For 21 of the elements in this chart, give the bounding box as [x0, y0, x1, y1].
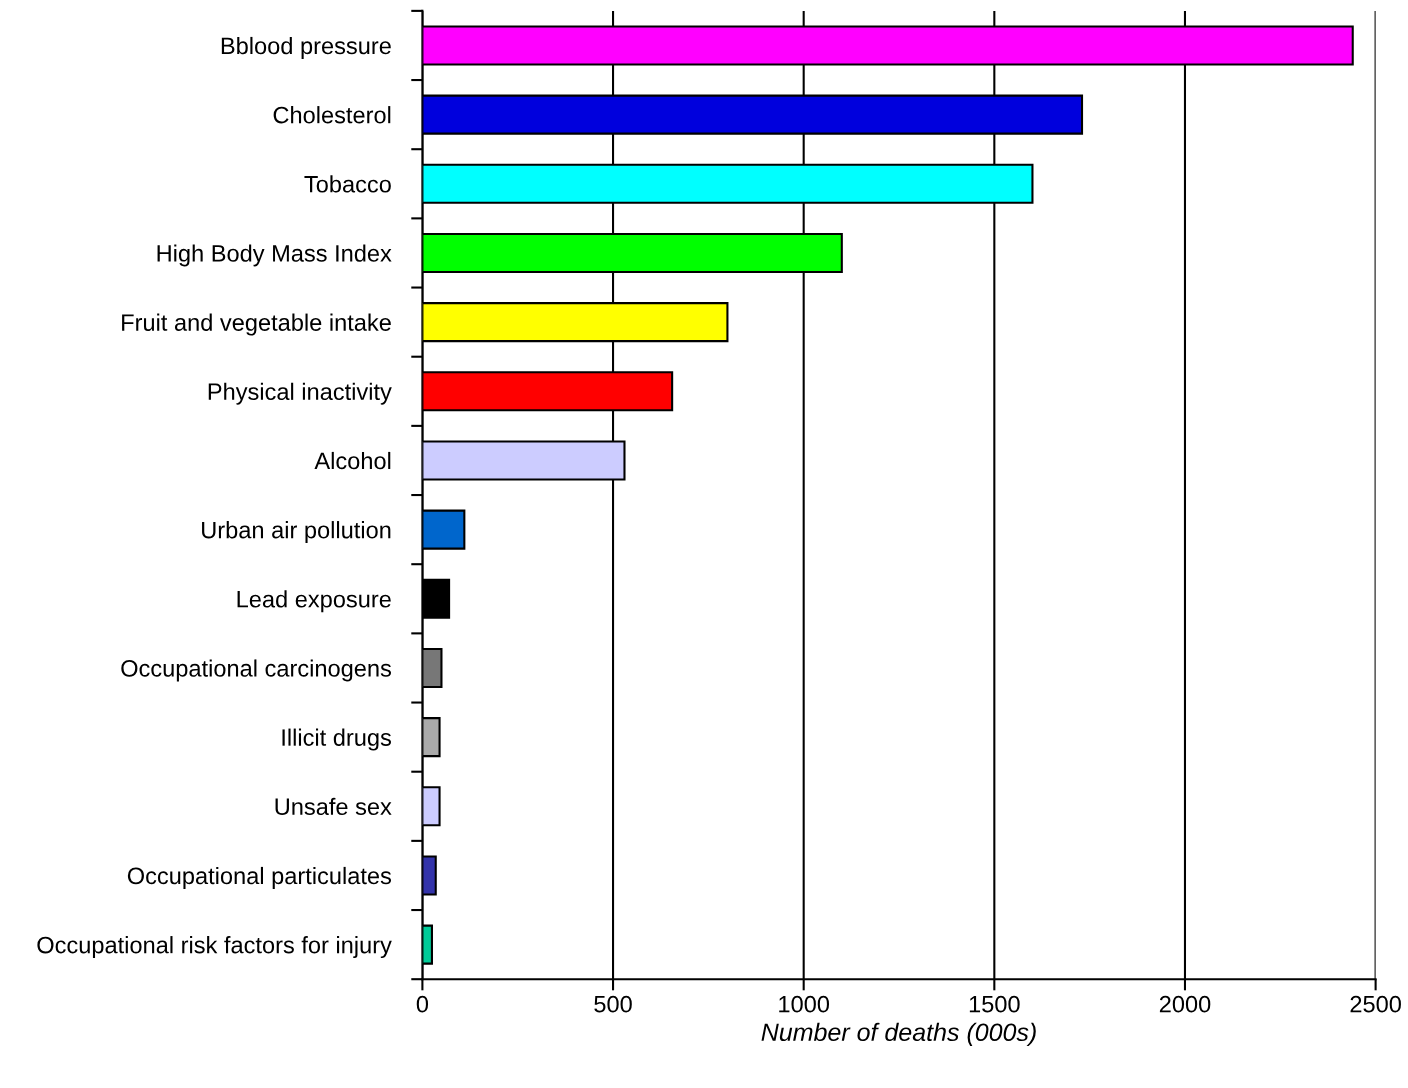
x-tick-label: 1000 — [779, 995, 830, 1013]
y-tick-label: Cholesterol — [273, 106, 391, 124]
y-tick-label: Bblood pressure — [221, 36, 391, 59]
x-tick-label: 500 — [594, 995, 632, 1013]
y-tick-label: Tobacco — [304, 175, 391, 193]
y-tick-label: Occupational particulates — [127, 866, 392, 889]
y-tick-label: Unsafe sex — [275, 797, 392, 816]
x-tick-label: 0 — [416, 995, 429, 1013]
y-tick-label: Fruit and vegetable intake — [122, 313, 391, 336]
x-tick-label: 1500 — [969, 995, 1020, 1013]
x-axis-title: Number of deaths (000s) — [761, 1022, 1036, 1047]
y-tick-label: Lead exposure — [237, 590, 391, 613]
y-tick-label: Occupational carcinogens — [121, 659, 392, 682]
y-tick-label: Alcohol — [314, 451, 391, 470]
x-tick-label: 2000 — [1159, 995, 1211, 1013]
y-tick-label: Illicit drugs — [282, 728, 391, 751]
y-tick-label: Urban air pollution — [202, 521, 391, 544]
y-tick-label: High Body Mass Index — [157, 244, 392, 267]
x-tick-label: 2500 — [1350, 995, 1401, 1013]
y-tick-label: Occupational risk factors for injury — [37, 936, 392, 959]
y-tick-label: Physical inactivity — [208, 382, 392, 405]
